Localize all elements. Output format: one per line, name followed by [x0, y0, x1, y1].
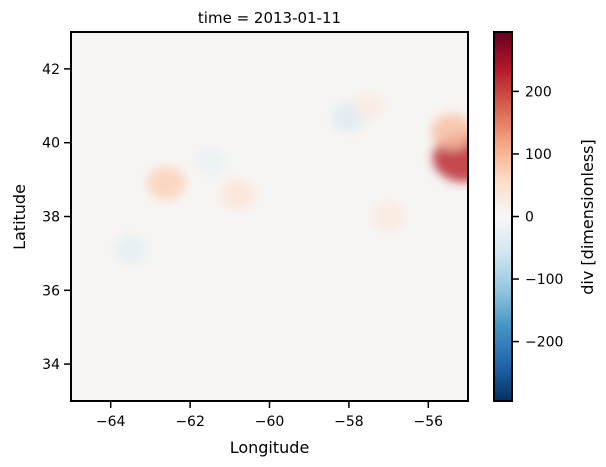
heatmap-feature	[220, 179, 255, 210]
x-axis: −64 −62 −60 −58 −56	[96, 401, 443, 430]
y-tick-label: 40	[42, 136, 60, 152]
y-axis: 34 36 38 40 42	[42, 62, 71, 373]
y-tick-label: 38	[42, 210, 60, 226]
y-tick-label: 34	[42, 357, 60, 373]
colorbar-tick-label: −200	[525, 335, 563, 351]
heatmap-feature	[194, 147, 226, 176]
colorbar-tick-label: 0	[525, 210, 534, 226]
heatmap-feature	[431, 113, 468, 150]
x-axis-label: Longitude	[230, 438, 310, 457]
x-tick-label: −56	[414, 414, 444, 430]
chart-title: time = 2013-01-11	[198, 9, 341, 27]
colorbar-label: div [dimensionless]	[578, 139, 597, 294]
y-tick-label: 42	[42, 62, 60, 78]
y-tick-label: 36	[42, 283, 60, 299]
y-axis-label: Latitude	[10, 184, 29, 250]
colorbar-tick-label: 100	[525, 147, 552, 163]
x-tick-label: −58	[334, 414, 364, 430]
x-tick-label: −62	[175, 414, 205, 430]
colorbar-tick-label: 200	[525, 84, 552, 100]
heatmap-feature	[352, 91, 385, 121]
heatmap-feature	[146, 166, 186, 200]
x-tick-label: −60	[255, 414, 285, 430]
heatmap-feature	[372, 202, 405, 231]
x-tick-label: −64	[96, 414, 126, 430]
heatmap-field	[114, 91, 468, 265]
heatmap-feature	[114, 235, 147, 265]
plot-area	[71, 32, 468, 401]
colorbar	[493, 31, 513, 402]
colorbar-ticks: −200 −100 0 100 200	[512, 84, 563, 351]
colorbar-tick-label: −100	[525, 272, 563, 288]
